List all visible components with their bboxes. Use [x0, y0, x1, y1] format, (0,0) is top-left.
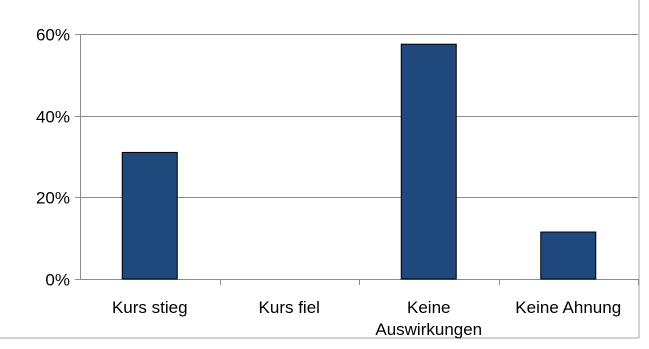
y-tick-label: 40% [36, 108, 70, 127]
y-tick-label: 60% [36, 26, 70, 45]
x-category-label: Keine [407, 298, 450, 317]
x-category-label: Kurs stieg [112, 298, 188, 317]
bar-3 [540, 231, 597, 280]
bar-2 [400, 43, 457, 280]
x-category-label: Kurs fiel [259, 298, 320, 317]
bar-0 [121, 151, 178, 280]
x-category-label: Auswirkungen [375, 320, 482, 339]
x-category-label: Keine Ahnung [515, 298, 621, 317]
y-tick-label: 0% [45, 271, 70, 290]
y-tick-label: 20% [36, 189, 70, 208]
